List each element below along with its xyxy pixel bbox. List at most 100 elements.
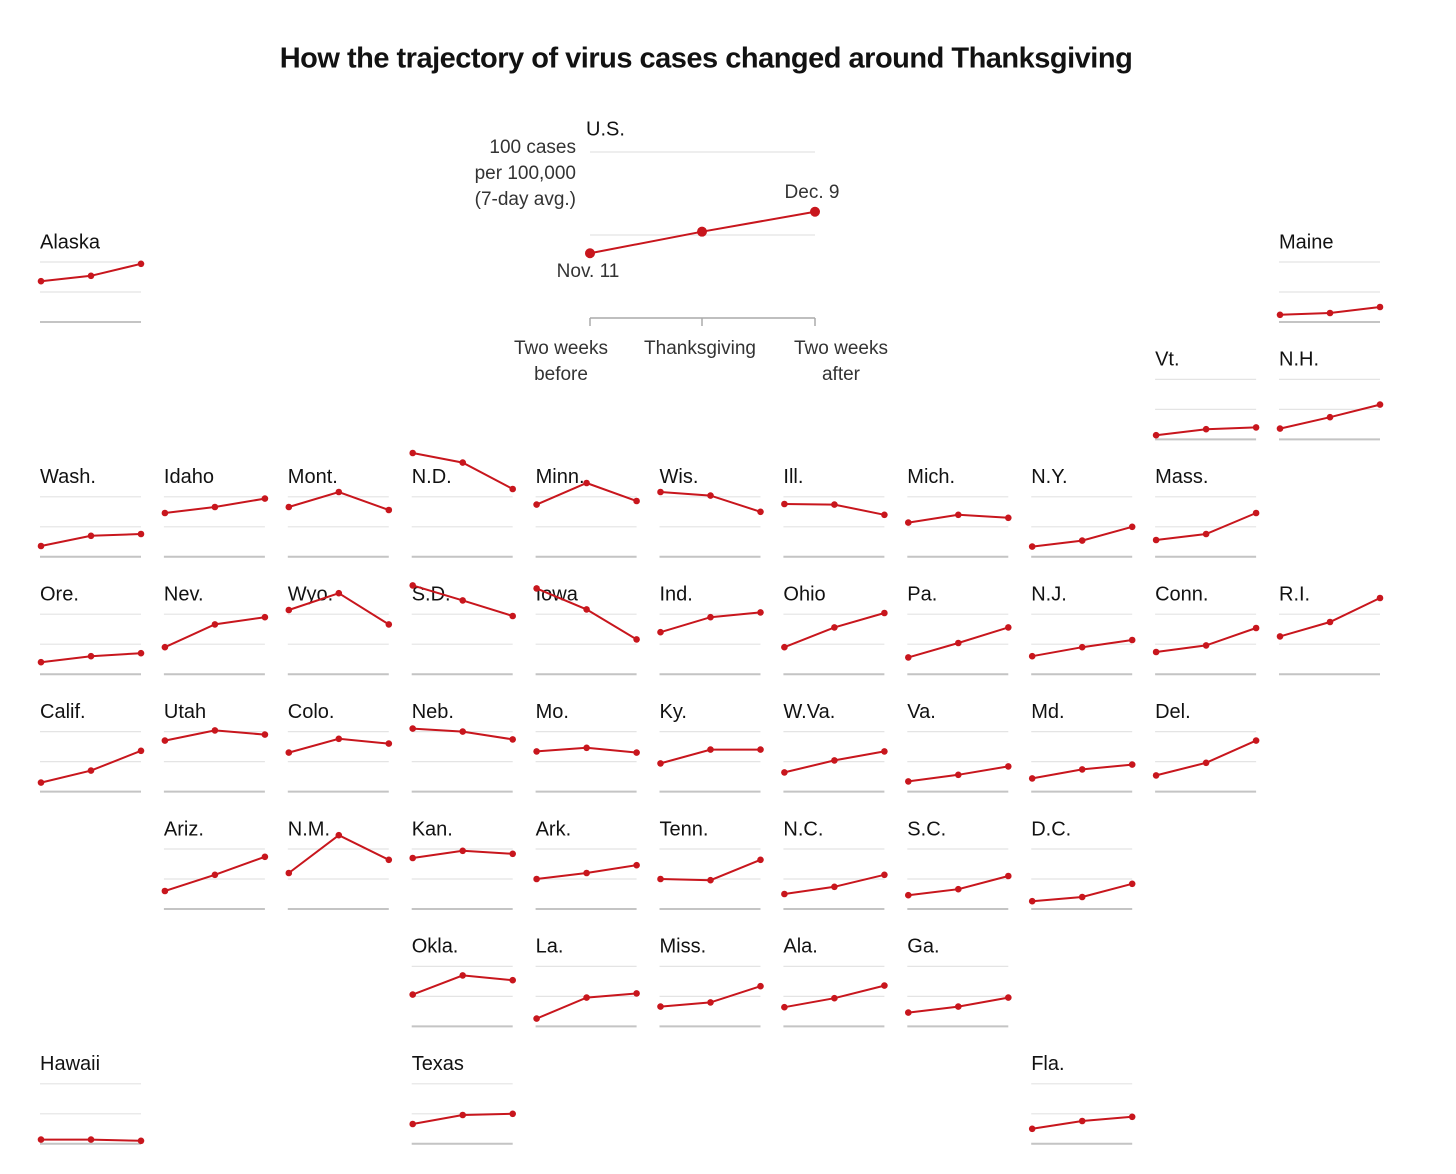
data-point [335,735,343,743]
data-point [781,1003,788,1011]
data-point [583,869,590,877]
y-tick-label: 100 cases per 100,000 (7-day avg.) [475,137,576,210]
data-point [87,272,95,280]
data-point [211,727,219,734]
series-line [40,749,142,784]
data-point [707,876,714,884]
tile-label: Ark. [536,818,572,840]
data-point [37,779,45,786]
tile-label: Colo. [288,701,335,723]
data-point [533,501,540,508]
data-point [533,748,540,755]
data-point [409,1120,417,1128]
data-point [1028,543,1036,550]
data-point [657,760,664,767]
tile-label: Idaho [164,466,214,488]
tile-label: Mo. [536,701,569,723]
data-point [161,737,169,744]
data-point [1202,530,1210,538]
data-point [37,658,45,666]
data-point [1202,759,1210,767]
data-point [533,585,540,592]
data-point [707,999,714,1006]
data-point [585,248,595,259]
data-point [285,606,293,614]
tile-label: Maine [1279,231,1333,253]
data-point [1078,1117,1086,1125]
data-point [285,749,293,756]
data-point [335,831,343,839]
data-point [459,597,467,604]
tile-label: Tenn. [660,818,709,840]
tile-label: Ill. [783,466,803,488]
data-point [385,621,393,628]
data-point [633,497,640,505]
data-point [781,643,788,651]
tile-label: Mich. [907,466,955,488]
tile-label: Okla. [412,936,459,958]
data-point [1128,636,1136,644]
data-point [459,459,467,466]
data-point [137,260,145,268]
data-point [657,1003,664,1010]
data-point [509,612,516,620]
data-point [1005,994,1012,1001]
data-point [831,757,838,764]
data-point [955,771,962,779]
data-point [707,746,714,753]
data-point [459,1111,467,1119]
data-point [955,511,962,519]
data-point [335,589,343,597]
tile-label: Ohio [783,583,825,605]
data-point [1028,897,1036,905]
data-point [1028,775,1036,782]
tile-label: R.I. [1279,583,1310,605]
data-point [633,861,640,869]
data-point [409,449,417,457]
data-point [1202,642,1210,649]
data-point [1152,648,1160,656]
x-tick-label: Two weeks after [794,338,888,385]
data-point [87,1136,95,1143]
data-point [657,628,664,636]
data-point [509,736,516,743]
data-point [757,982,764,990]
tile-label: Alaska [40,231,101,253]
data-point [1078,893,1086,901]
data-point [1152,431,1160,439]
data-point [533,1015,540,1022]
data-point [335,488,343,496]
data-point [211,621,219,628]
data-point [1252,509,1260,517]
data-point [87,532,95,540]
tile-label: N.J. [1031,583,1067,605]
data-point [831,883,838,891]
tile-label: Wyo. [288,583,333,605]
data-point [285,869,293,877]
data-point [1326,309,1334,317]
tile-label: W.Va. [783,701,835,723]
data-point [87,767,95,774]
data-point [1276,633,1284,640]
data-point [707,613,714,621]
data-point [37,1136,45,1143]
tile-label: Neb. [412,701,454,723]
data-point [757,508,764,516]
data-point [1252,624,1260,632]
tile-label: Mass. [1155,466,1208,488]
data-point [1252,424,1260,431]
tile-label: N.Y. [1031,466,1067,488]
data-point [161,643,169,651]
tile-label: Del. [1155,701,1191,723]
data-point [1078,537,1086,544]
data-point [831,994,838,1002]
data-point [583,994,590,1001]
data-point [459,972,467,979]
data-point [409,582,417,589]
data-point [955,1003,962,1010]
tile-label: N.D. [412,466,452,488]
data-point [1078,643,1086,651]
data-point [1376,303,1384,311]
data-point [161,509,169,517]
